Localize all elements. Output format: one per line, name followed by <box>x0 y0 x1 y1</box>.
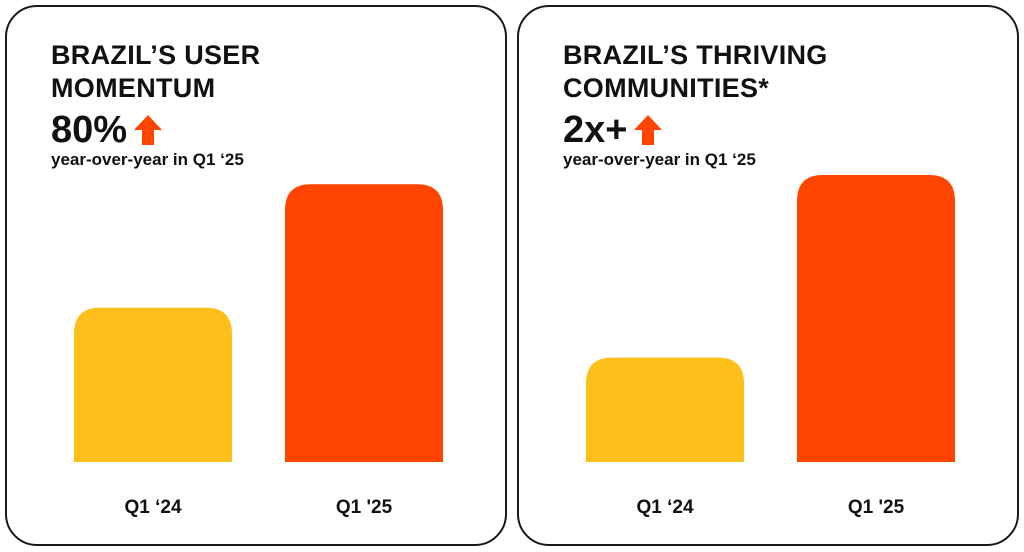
bar-chart-user-momentum: Q1 ‘24 Q1 '25 <box>74 184 443 518</box>
chart-card-user-momentum: BRAZIL’S USER MOMENTUM 80% year-over-yea… <box>5 5 507 546</box>
bar-q1-25 <box>797 175 955 462</box>
growth-subtitle: year-over-year in Q1 ‘25 <box>563 150 756 169</box>
growth-stat-value: 80% <box>51 109 128 151</box>
bar-q1-24 <box>74 307 232 462</box>
chart-title-line: BRAZIL’S THRIVING <box>563 40 828 70</box>
x-tick-label: Q1 ‘24 <box>124 497 181 518</box>
growth-stat: 80% <box>51 110 163 150</box>
bar-q1-25 <box>285 184 443 463</box>
up-arrow-icon <box>634 115 663 145</box>
chart-title-line: MOMENTUM <box>51 73 216 103</box>
chart-card-communities: BRAZIL’S THRIVING COMMUNITIES* 2x+ year-… <box>517 5 1019 546</box>
x-tick-label: Q1 ‘24 <box>636 497 693 518</box>
chart-title: BRAZIL’S THRIVING COMMUNITIES* <box>563 39 828 105</box>
chart-title: BRAZIL’S USER MOMENTUM <box>51 39 260 105</box>
bar-q1-24 <box>586 357 744 462</box>
bar-chart-communities: Q1 ‘24 Q1 '25 <box>586 175 955 518</box>
up-arrow-icon <box>134 115 163 145</box>
x-tick-label: Q1 '25 <box>336 497 393 518</box>
growth-stat: 2x+ <box>563 110 663 150</box>
chart-title-line: BRAZIL’S USER <box>51 40 261 70</box>
growth-subtitle: year-over-year in Q1 ‘25 <box>51 150 244 169</box>
x-tick-label: Q1 '25 <box>848 497 905 518</box>
growth-stat-value: 2x+ <box>563 109 628 151</box>
chart-title-line: COMMUNITIES* <box>563 73 770 103</box>
